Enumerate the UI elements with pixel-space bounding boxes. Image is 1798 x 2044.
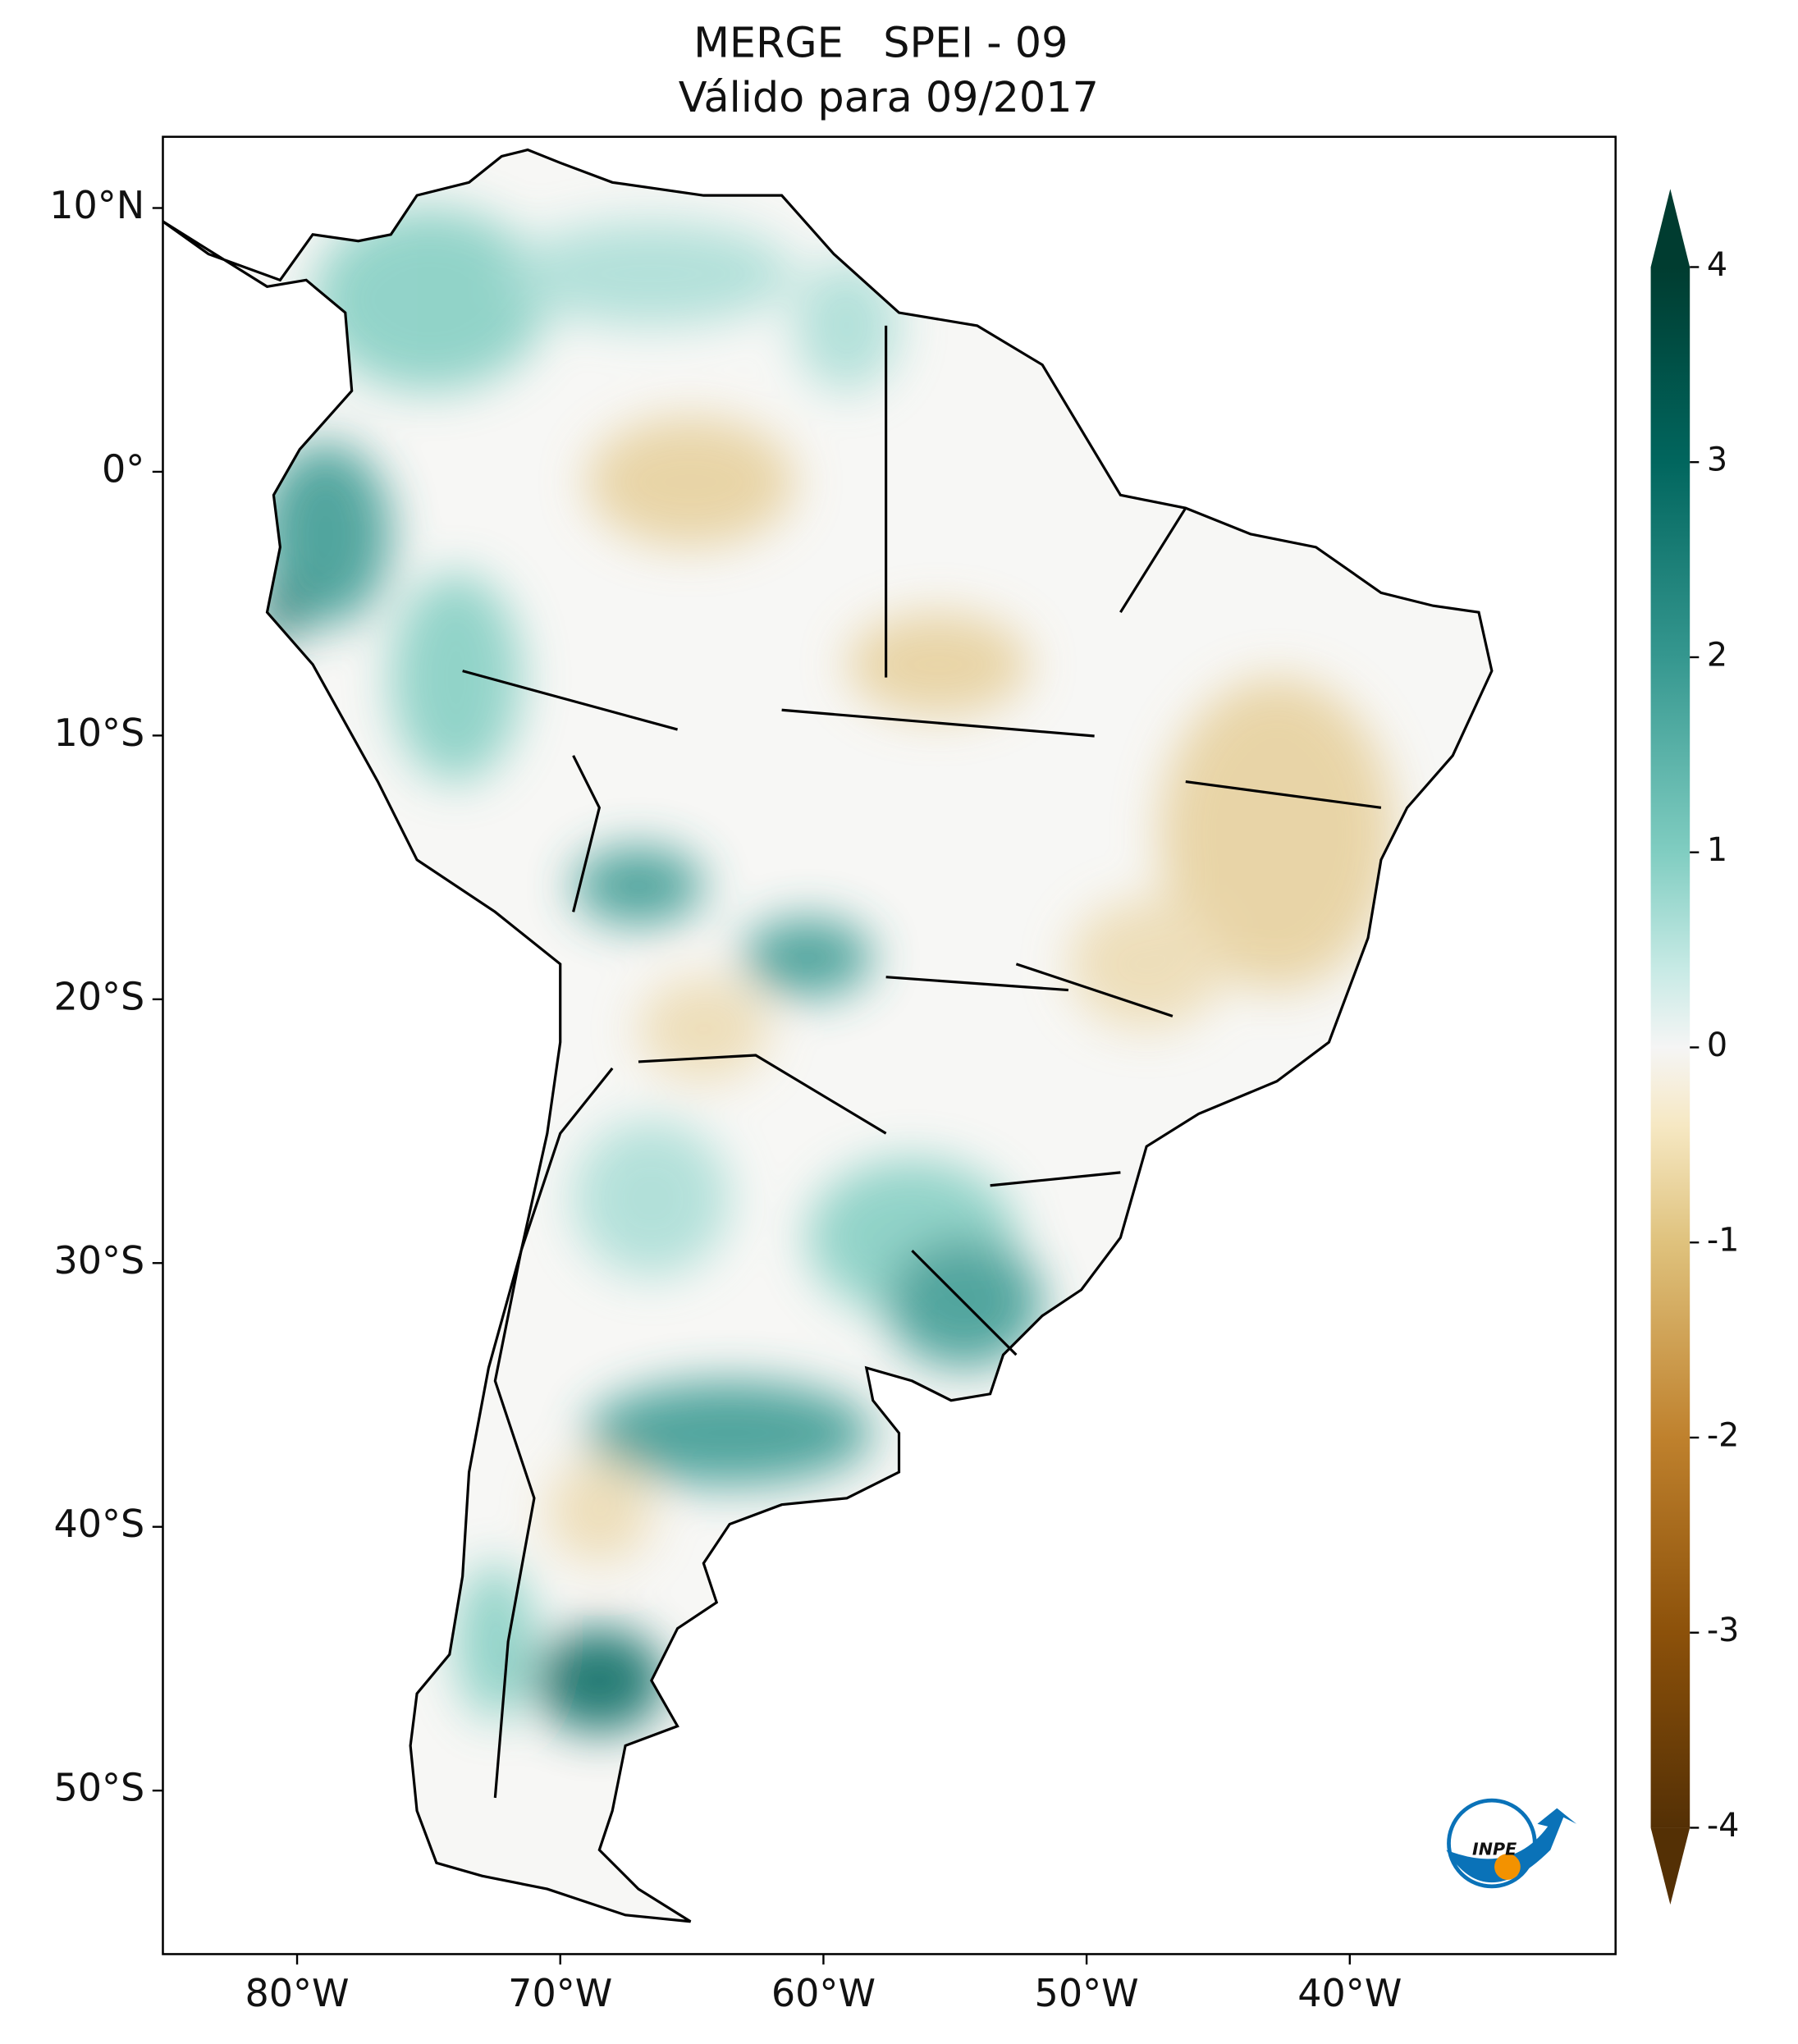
colorbar [1650, 267, 1690, 1828]
y-tick-label: 40°S [53, 1502, 144, 1546]
y-tick-label: 30°S [53, 1238, 144, 1283]
colorbar-tick-label: -4 [1707, 1807, 1740, 1845]
title: MERGE SPEI - 09 [693, 19, 1068, 67]
colorbar-tick-label: 2 [1707, 636, 1727, 674]
colorbar-tick-label: 1 [1707, 831, 1727, 869]
map-frame [162, 135, 1617, 1955]
spei-field [162, 149, 1492, 1922]
colorbar-tick-label: 4 [1707, 246, 1727, 284]
x-tick-label: 80°W [245, 1971, 349, 2015]
x-tick-label: 60°W [771, 1971, 876, 2015]
colorbar-tick-label: 0 [1707, 1027, 1727, 1064]
logo-text: INPE [1472, 1839, 1517, 1859]
colorbar-tick-label: -3 [1707, 1612, 1740, 1649]
x-tick-label: 40°W [1297, 1971, 1402, 2015]
colorbar-arrow-bottom [1650, 1827, 1690, 1905]
y-tick-label: 0° [102, 446, 144, 491]
colorbar-tick-label: -1 [1707, 1222, 1740, 1260]
x-tick-label: 50°W [1035, 1971, 1139, 2015]
logo: INPE [1446, 1798, 1577, 1889]
colorbar-tick-label: -2 [1707, 1416, 1740, 1454]
colorbar-arrow-top [1650, 189, 1690, 268]
borders [462, 325, 1382, 1799]
y-tick-label: 10°N [49, 183, 144, 227]
y-tick-label: 10°S [53, 711, 144, 755]
y-tick-label: 50°S [53, 1766, 144, 1810]
x-tick-label: 70°W [508, 1971, 612, 2015]
subtitle: Válido para 09/2017 [679, 73, 1099, 121]
colorbar-tick-label: 3 [1707, 441, 1727, 479]
y-tick-label: 20°S [53, 974, 144, 1018]
